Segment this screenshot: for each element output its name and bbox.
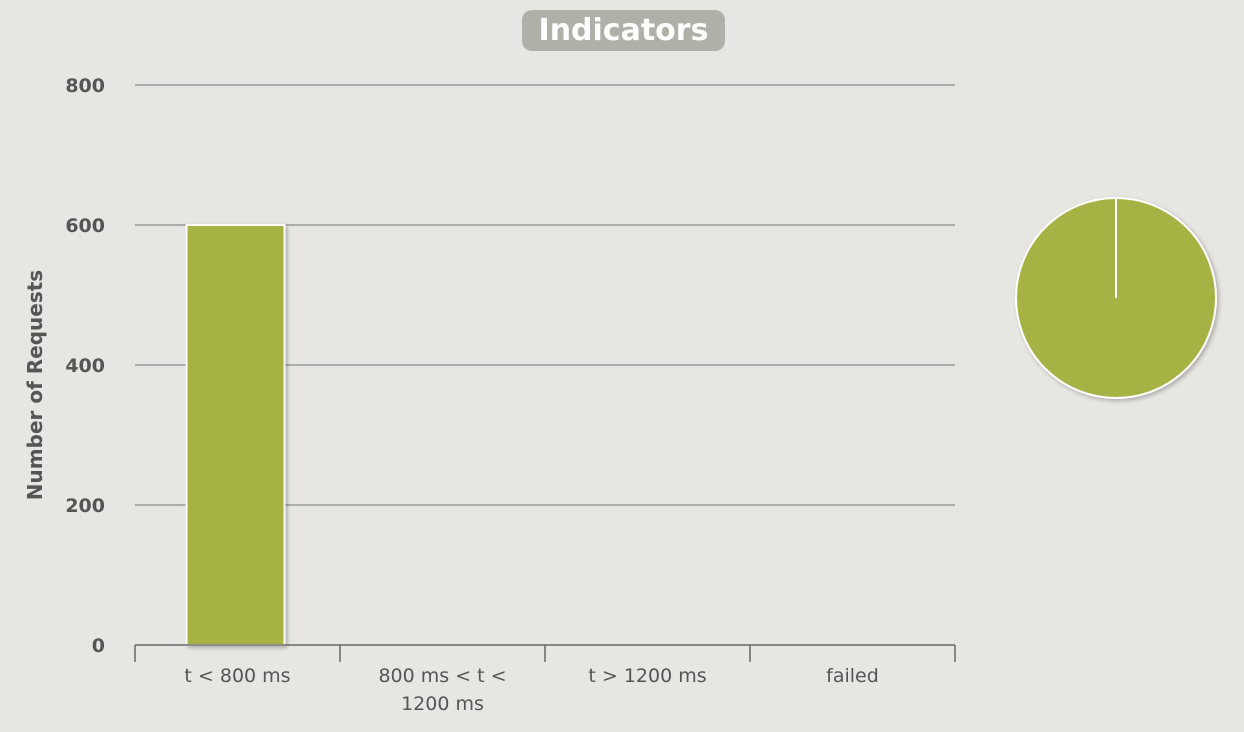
y-tick-label: 200 xyxy=(65,495,105,517)
x-category-label: failed xyxy=(826,665,879,687)
y-axis-title: Number of Requests xyxy=(23,270,47,500)
y-tick-label: 800 xyxy=(65,75,105,97)
y-tick-label: 0 xyxy=(92,635,105,657)
x-category-label: 800 ms < t < xyxy=(378,665,506,687)
y-tick-label: 600 xyxy=(65,215,105,237)
x-category-label: t < 800 ms xyxy=(184,665,290,687)
x-category-label: t > 1200 ms xyxy=(588,665,706,687)
x-category-label: 1200 ms xyxy=(401,693,484,715)
bar[interactable] xyxy=(185,224,286,646)
chart-title: Indicators xyxy=(522,10,725,51)
y-tick-label: 400 xyxy=(65,355,105,377)
